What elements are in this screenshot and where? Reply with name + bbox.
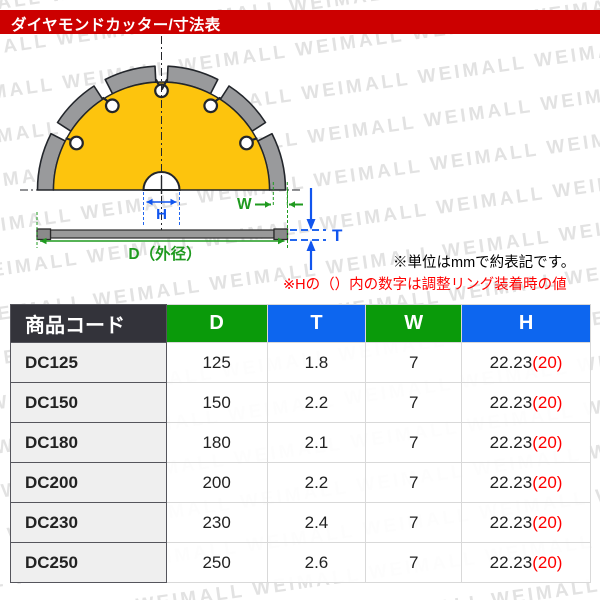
- svg-text:H: H: [156, 206, 167, 223]
- svg-text:D（外径）: D（外径）: [128, 244, 201, 263]
- svg-text:T: T: [332, 226, 343, 245]
- svg-text:W: W: [237, 196, 252, 213]
